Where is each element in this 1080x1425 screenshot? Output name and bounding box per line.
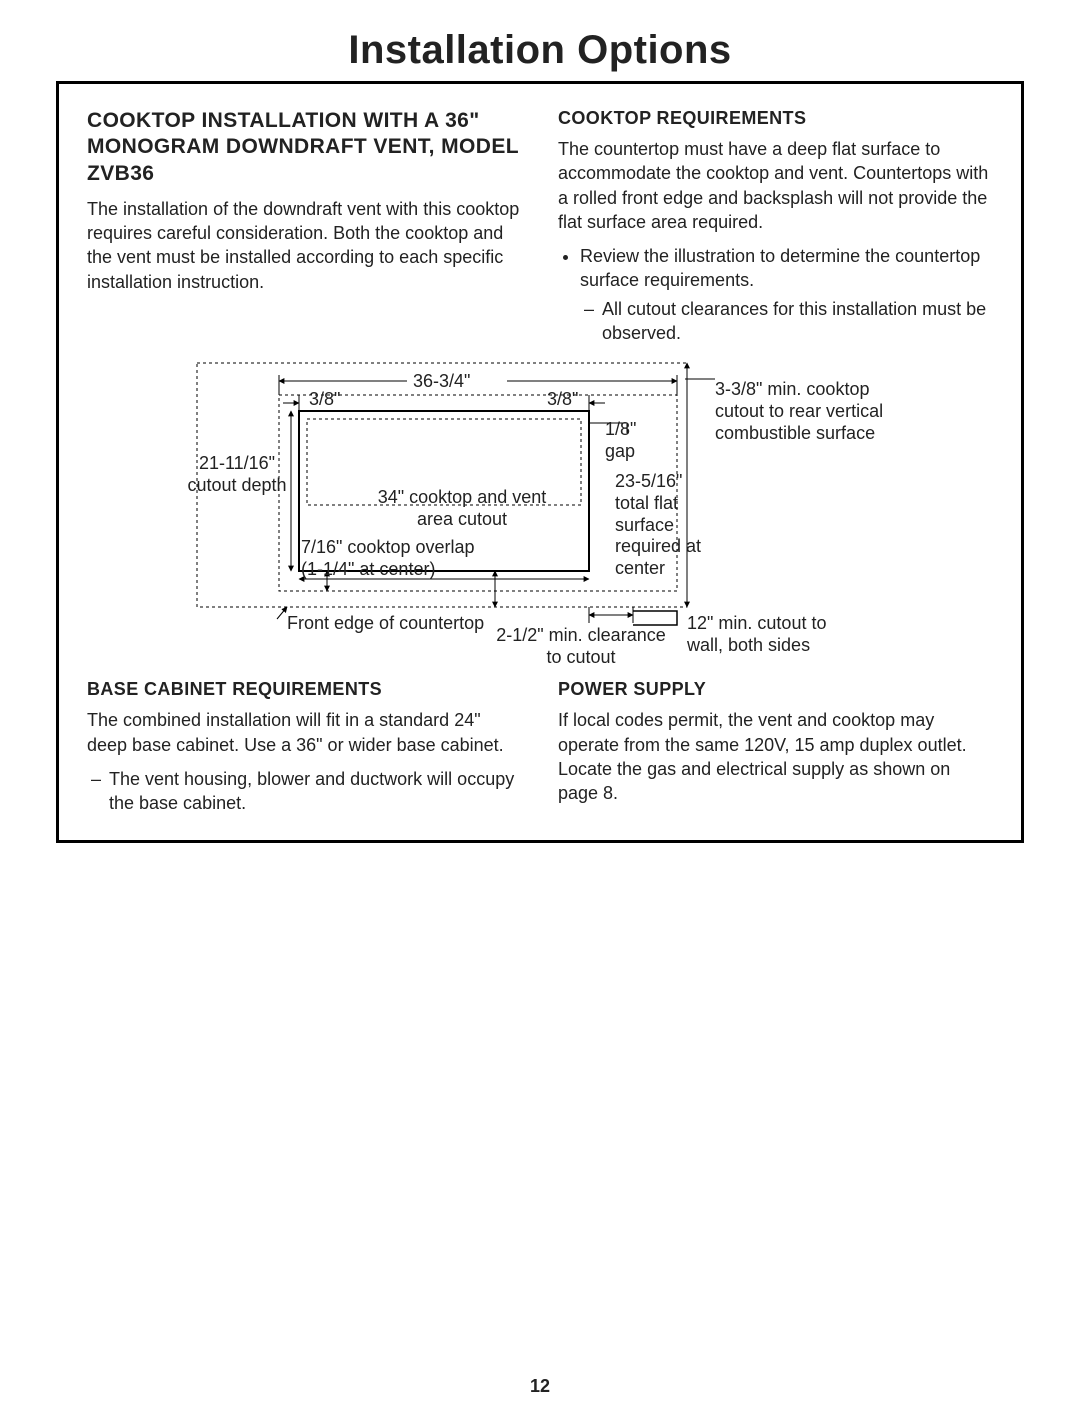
content-frame: COOKTOP INSTALLATION WITH A 36" MONOGRAM… — [56, 81, 1024, 843]
lbl-cooktop-area: 34" cooktop and vent area cutout — [377, 487, 547, 530]
heading-install: COOKTOP INSTALLATION WITH A 36" MONOGRAM… — [87, 108, 522, 187]
cooktop-req-sublist: All cutout clearances for this installat… — [558, 297, 993, 346]
lbl-total-flat: 23-5/16" total flat surface required at … — [615, 471, 715, 579]
lbl-front-clearance: 2-1/2" min. clearance to cutout — [491, 625, 671, 668]
lbl-rear-clearance: 3-3/8" min. cooktop cutout to rear verti… — [715, 379, 915, 444]
cooktop-req-bullet: Review the illustration to determine the… — [580, 244, 993, 293]
installation-diagram: 36-3/4" 3/8" 3/8" 21-11/16" cutout depth… — [87, 353, 993, 661]
cooktop-req-list: Review the illustration to determine the… — [558, 244, 993, 293]
upper-columns: COOKTOP INSTALLATION WITH A 36" MONOGRAM… — [87, 108, 993, 349]
page-title: Installation Options — [0, 28, 1080, 73]
lower-right-col: POWER SUPPLY If local codes permit, the … — [558, 679, 993, 819]
para-install: The installation of the downdraft vent w… — [87, 197, 522, 294]
heading-power: POWER SUPPLY — [558, 679, 993, 700]
upper-left-col: COOKTOP INSTALLATION WITH A 36" MONOGRAM… — [87, 108, 522, 349]
para-base-cab: The combined installation will fit in a … — [87, 708, 522, 757]
lower-columns: BASE CABINET REQUIREMENTS The combined i… — [87, 679, 993, 819]
lbl-inset-right: 3/8" — [547, 389, 578, 411]
page-number: 12 — [0, 1376, 1080, 1397]
heading-base-cab: BASE CABINET REQUIREMENTS — [87, 679, 522, 700]
lbl-side-clearance: 12" min. cutout to wall, both sides — [687, 613, 857, 656]
para-cooktop-req: The countertop must have a deep flat sur… — [558, 137, 993, 234]
lbl-cutout-depth: 21-11/16" cutout depth — [187, 453, 287, 496]
lbl-overlap: 7/16" cooktop overlap (1-1/4" at center) — [301, 537, 501, 580]
lbl-inset-left: 3/8" — [309, 389, 340, 411]
lower-left-col: BASE CABINET REQUIREMENTS The combined i… — [87, 679, 522, 819]
lbl-gap: 1/8" gap — [605, 419, 655, 462]
lbl-front-edge: Front edge of countertop — [287, 613, 484, 635]
para-power: If local codes permit, the vent and cook… — [558, 708, 993, 805]
base-cab-dash: The vent housing, blower and ductwork wi… — [109, 767, 522, 816]
cooktop-req-subdash: All cutout clearances for this installat… — [602, 297, 993, 346]
upper-right-col: COOKTOP REQUIREMENTS The countertop must… — [558, 108, 993, 349]
heading-cooktop-req: COOKTOP REQUIREMENTS — [558, 108, 993, 129]
lbl-width-overall: 36-3/4" — [413, 371, 470, 393]
base-cab-list: The vent housing, blower and ductwork wi… — [87, 767, 522, 816]
